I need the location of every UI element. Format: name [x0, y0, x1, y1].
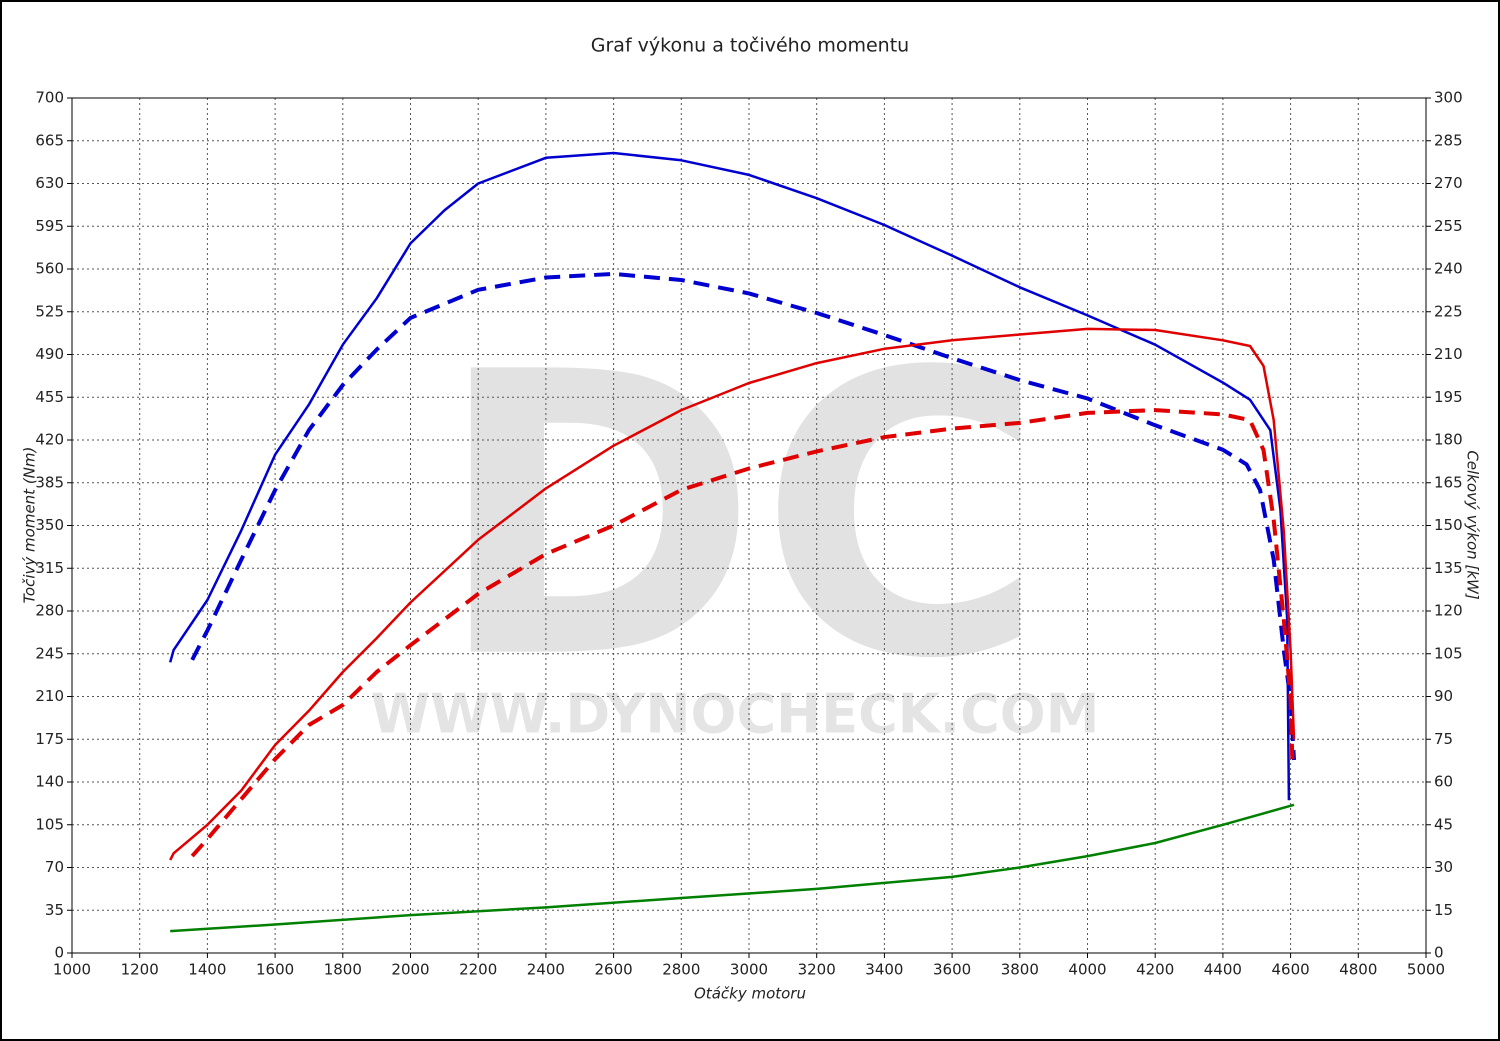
- y-tick-label: 420: [35, 431, 64, 449]
- y2-tick-label: 210: [1434, 345, 1463, 363]
- y2-tick-label: 195: [1434, 388, 1463, 406]
- y2-tick-label: 60: [1434, 773, 1453, 791]
- x-tick-label: 4400: [1204, 961, 1242, 979]
- series-line: [170, 803, 1295, 933]
- y-tick-label: 35: [45, 901, 64, 919]
- y-tick-label: 280: [35, 602, 64, 620]
- x-axis-label: Otáčky motoru: [694, 985, 806, 1003]
- y-tick-label: 70: [45, 858, 64, 876]
- y2-tick-label: 225: [1434, 302, 1463, 320]
- x-tick-label: 4600: [1272, 961, 1310, 979]
- series-line: [169, 327, 1296, 861]
- x-tick-label: 4800: [1339, 961, 1377, 979]
- x-tick-label: 3000: [730, 961, 768, 979]
- y-tick-label: 595: [35, 217, 64, 235]
- y2-tick-label: 255: [1434, 217, 1463, 235]
- x-tick-label: 2800: [662, 961, 700, 979]
- x-tick-label: 3800: [1001, 961, 1039, 979]
- x-tick-label: 3400: [865, 961, 903, 979]
- x-tick-label: 2600: [595, 961, 633, 979]
- y2-tick-label: 300: [1434, 89, 1463, 107]
- y2-tick-label: 15: [1434, 901, 1453, 919]
- y-tick-label: 700: [35, 89, 64, 107]
- y-tick-label: 665: [35, 131, 64, 149]
- x-tick-label: 4200: [1136, 961, 1174, 979]
- series-line: [190, 408, 1295, 858]
- y-tick-label: 0: [54, 944, 64, 962]
- y-tick-label: 490: [35, 345, 64, 363]
- y-tick-label: 315: [35, 559, 64, 577]
- y-tick-label: 245: [35, 644, 64, 662]
- watermark-url: WWW.DYNOCHECK.COM: [371, 683, 1100, 746]
- y2-tick-label: 285: [1434, 131, 1463, 149]
- y-tick-label: 560: [35, 260, 64, 278]
- y-tick-label: 385: [35, 473, 64, 491]
- y-tick-label: 210: [35, 687, 64, 705]
- y2-tick-label: 240: [1434, 260, 1463, 278]
- y2-tick-label: 270: [1434, 174, 1463, 192]
- x-tick-label: 1000: [53, 961, 91, 979]
- y-tick-label: 455: [35, 388, 64, 406]
- y-tick-label: 105: [35, 815, 64, 833]
- x-tick-label: 1600: [256, 961, 294, 979]
- watermark: DC: [435, 290, 1045, 744]
- y-tick-label: 175: [35, 730, 64, 748]
- y-tick-label: 525: [35, 302, 64, 320]
- x-tick-label: 2000: [391, 961, 429, 979]
- x-tick-label: 1400: [188, 961, 226, 979]
- x-tick-label: 3600: [933, 961, 971, 979]
- x-tick-label: 1200: [121, 961, 159, 979]
- y-tick-label: 630: [35, 174, 64, 192]
- y2-axis-label: Celkový výkon [kW]: [1464, 450, 1482, 600]
- y2-tick-label: 180: [1434, 431, 1463, 449]
- x-tick-label: 4000: [1068, 961, 1106, 979]
- y-tick-label: 140: [35, 773, 64, 791]
- y2-tick-label: 105: [1434, 644, 1463, 662]
- x-tick-label: 1800: [324, 961, 362, 979]
- y2-tick-label: 150: [1434, 516, 1463, 534]
- y2-tick-label: 75: [1434, 730, 1453, 748]
- y2-tick-label: 135: [1434, 559, 1463, 577]
- watermark-group: DC WWW.DYNOCHECK.COM: [371, 290, 1100, 746]
- x-tick-label: 2400: [527, 961, 565, 979]
- y-axis-label: Točivý moment (Nm): [21, 447, 39, 604]
- x-tick-label: 2200: [459, 961, 497, 979]
- y-tick-label: 350: [35, 516, 64, 534]
- y2-tick-label: 165: [1434, 473, 1463, 491]
- y2-tick-label: 0: [1434, 944, 1444, 962]
- series-line: [190, 271, 1296, 761]
- x-tick-label: 3200: [798, 961, 836, 979]
- y2-tick-label: 45: [1434, 815, 1453, 833]
- chart-title: Graf výkonu a točivého momentu: [591, 35, 909, 57]
- x-tick-label: 5000: [1407, 961, 1445, 979]
- y2-tick-label: 30: [1434, 858, 1453, 876]
- series-line: [168, 151, 1291, 801]
- plot-border: [71, 97, 1427, 954]
- y2-tick-label: 120: [1434, 602, 1463, 620]
- y2-tick-label: 90: [1434, 687, 1453, 705]
